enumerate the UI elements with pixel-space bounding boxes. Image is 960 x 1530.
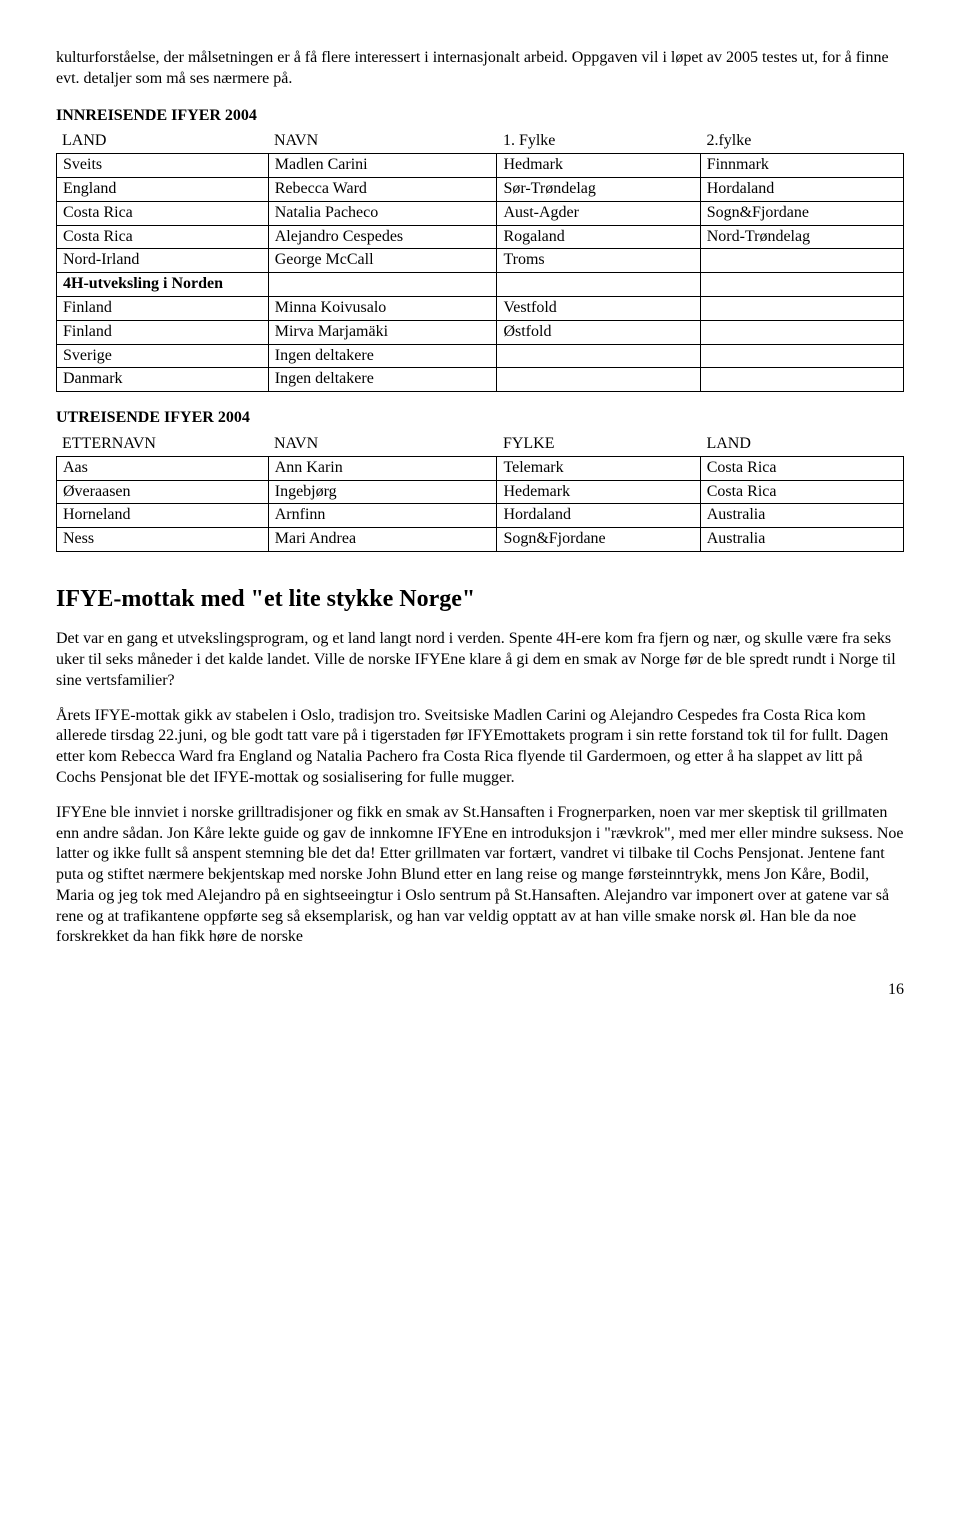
ut-hdr-0: ETTERNAVN (56, 433, 268, 456)
table-cell: Vestfold (497, 296, 700, 320)
utreisende-table: AasAnn KarinTelemarkCosta RicaØveraasenI… (56, 456, 904, 552)
table-cell: Costa Rica (700, 480, 903, 504)
table-cell: Madlen Carini (268, 154, 497, 178)
table-cell: Sverige (57, 344, 269, 368)
table-row: AasAnn KarinTelemarkCosta Rica (57, 456, 904, 480)
table-cell: Hedmark (497, 154, 700, 178)
table-cell: Costa Rica (57, 201, 269, 225)
table-row: Costa RicaNatalia PachecoAust-AgderSogn&… (57, 201, 904, 225)
table-cell: Finnmark (700, 154, 903, 178)
table-cell (700, 320, 903, 344)
table-row: Nord-IrlandGeorge McCallTroms (57, 249, 904, 273)
table-cell: Mirva Marjamäki (268, 320, 497, 344)
inn-hdr-0: LAND (56, 130, 268, 153)
table-cell: Finland (57, 296, 269, 320)
table-cell: Minna Koivusalo (268, 296, 497, 320)
table-cell: Australia (700, 504, 903, 528)
table-cell: 4H-utveksling i Norden (57, 273, 269, 297)
table-cell: Østfold (497, 320, 700, 344)
table-cell: Arnfinn (268, 504, 497, 528)
table-cell: Sør-Trøndelag (497, 177, 700, 201)
table-cell: England (57, 177, 269, 201)
utreisende-header: ETTERNAVN NAVN FYLKE LAND (56, 433, 904, 456)
table-cell (497, 273, 700, 297)
table-cell: Telemark (497, 456, 700, 480)
article-heading: IFYE-mottak med "et lite stykke Norge" (56, 584, 904, 615)
table-row: DanmarkIngen deltakere (57, 368, 904, 392)
table-cell: Rogaland (497, 225, 700, 249)
table-cell (700, 344, 903, 368)
table-cell: Hordaland (700, 177, 903, 201)
article-para-2: IFYEne ble innviet i norske grilltradisj… (56, 803, 904, 949)
inn-hdr-3: 2.fylke (700, 130, 904, 153)
table-cell: Horneland (57, 504, 269, 528)
table-row: ØveraasenIngebjørgHedemarkCosta Rica (57, 480, 904, 504)
table-row: FinlandMirva MarjamäkiØstfold (57, 320, 904, 344)
table-cell: Troms (497, 249, 700, 273)
inn-hdr-1: NAVN (268, 130, 497, 153)
table-cell: Sogn&Fjordane (497, 528, 700, 552)
table-cell: Nord-Irland (57, 249, 269, 273)
table-cell: Sveits (57, 154, 269, 178)
page-number: 16 (56, 980, 904, 1001)
table-cell: Ann Karin (268, 456, 497, 480)
table-cell: Sogn&Fjordane (700, 201, 903, 225)
table-row: SverigeIngen deltakere (57, 344, 904, 368)
inn-hdr-2: 1. Fylke (497, 130, 701, 153)
table-cell: Mari Andrea (268, 528, 497, 552)
table-cell: Costa Rica (57, 225, 269, 249)
table-cell: Australia (700, 528, 903, 552)
table-cell (700, 273, 903, 297)
table-cell: Natalia Pacheco (268, 201, 497, 225)
table-cell: Costa Rica (700, 456, 903, 480)
table-cell (497, 344, 700, 368)
ut-hdr-3: LAND (700, 433, 904, 456)
innreisende-title: INNREISENDE IFYER 2004 (56, 106, 904, 127)
ut-hdr-1: NAVN (268, 433, 497, 456)
table-cell (497, 368, 700, 392)
table-row: EnglandRebecca WardSør-TrøndelagHordalan… (57, 177, 904, 201)
table-row: 4H-utveksling i Norden (57, 273, 904, 297)
table-cell: Øveraasen (57, 480, 269, 504)
ut-hdr-2: FYLKE (497, 433, 701, 456)
table-row: FinlandMinna KoivusaloVestfold (57, 296, 904, 320)
table-cell: Ingen deltakere (268, 368, 497, 392)
table-cell: Finland (57, 320, 269, 344)
table-row: SveitsMadlen CariniHedmarkFinnmark (57, 154, 904, 178)
table-row: Costa RicaAlejandro CespedesRogalandNord… (57, 225, 904, 249)
table-cell: Rebecca Ward (268, 177, 497, 201)
innreisende-table: SveitsMadlen CariniHedmarkFinnmarkEnglan… (56, 153, 904, 392)
table-cell: Nord-Trøndelag (700, 225, 903, 249)
table-cell: Hedemark (497, 480, 700, 504)
article-para-1: Årets IFYE-mottak gikk av stabelen i Osl… (56, 706, 904, 789)
table-cell (700, 368, 903, 392)
table-row: HornelandArnfinnHordalandAustralia (57, 504, 904, 528)
table-cell (268, 273, 497, 297)
table-cell: Alejandro Cespedes (268, 225, 497, 249)
table-cell: Aas (57, 456, 269, 480)
table-cell: Ingebjørg (268, 480, 497, 504)
article-para-0: Det var en gang et utvekslingsprogram, o… (56, 629, 904, 691)
table-cell: Ingen deltakere (268, 344, 497, 368)
table-row: NessMari AndreaSogn&FjordaneAustralia (57, 528, 904, 552)
utreisende-title: UTREISENDE IFYER 2004 (56, 408, 904, 429)
table-cell: George McCall (268, 249, 497, 273)
innreisende-header: LAND NAVN 1. Fylke 2.fylke (56, 130, 904, 153)
table-cell (700, 249, 903, 273)
intro-paragraph: kulturforståelse, der målsetningen er å … (56, 48, 904, 90)
table-cell (700, 296, 903, 320)
table-cell: Danmark (57, 368, 269, 392)
table-cell: Hordaland (497, 504, 700, 528)
table-cell: Ness (57, 528, 269, 552)
table-cell: Aust-Agder (497, 201, 700, 225)
